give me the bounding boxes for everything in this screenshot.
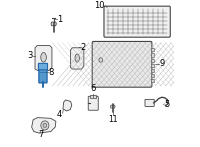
- Ellipse shape: [75, 54, 79, 62]
- Ellipse shape: [41, 121, 49, 130]
- Text: 3: 3: [27, 51, 33, 60]
- Ellipse shape: [99, 58, 103, 62]
- FancyBboxPatch shape: [39, 65, 47, 83]
- Bar: [90, 95, 96, 98]
- Bar: [151, 79, 154, 82]
- Text: 6: 6: [90, 84, 95, 93]
- Ellipse shape: [41, 53, 46, 62]
- FancyBboxPatch shape: [88, 96, 98, 110]
- FancyBboxPatch shape: [92, 41, 152, 87]
- Text: 10: 10: [94, 1, 104, 10]
- Text: 7: 7: [39, 130, 44, 140]
- Text: 1: 1: [57, 15, 62, 24]
- Polygon shape: [32, 118, 56, 133]
- Bar: [151, 69, 154, 72]
- Text: 9: 9: [160, 59, 165, 69]
- Polygon shape: [110, 105, 115, 108]
- Text: 2: 2: [81, 42, 86, 52]
- Polygon shape: [35, 46, 52, 71]
- FancyBboxPatch shape: [104, 6, 170, 37]
- FancyBboxPatch shape: [38, 63, 48, 70]
- Polygon shape: [63, 100, 72, 111]
- Text: 8: 8: [48, 67, 54, 77]
- Polygon shape: [51, 22, 56, 26]
- Ellipse shape: [43, 123, 47, 127]
- Polygon shape: [71, 48, 84, 69]
- Bar: [151, 64, 154, 67]
- Text: 4: 4: [57, 110, 62, 120]
- Text: 11: 11: [108, 115, 117, 124]
- Text: 5: 5: [164, 100, 170, 109]
- Bar: [151, 48, 154, 51]
- FancyBboxPatch shape: [145, 99, 154, 106]
- Bar: [151, 74, 154, 77]
- Bar: [151, 59, 154, 62]
- Bar: [151, 53, 154, 57]
